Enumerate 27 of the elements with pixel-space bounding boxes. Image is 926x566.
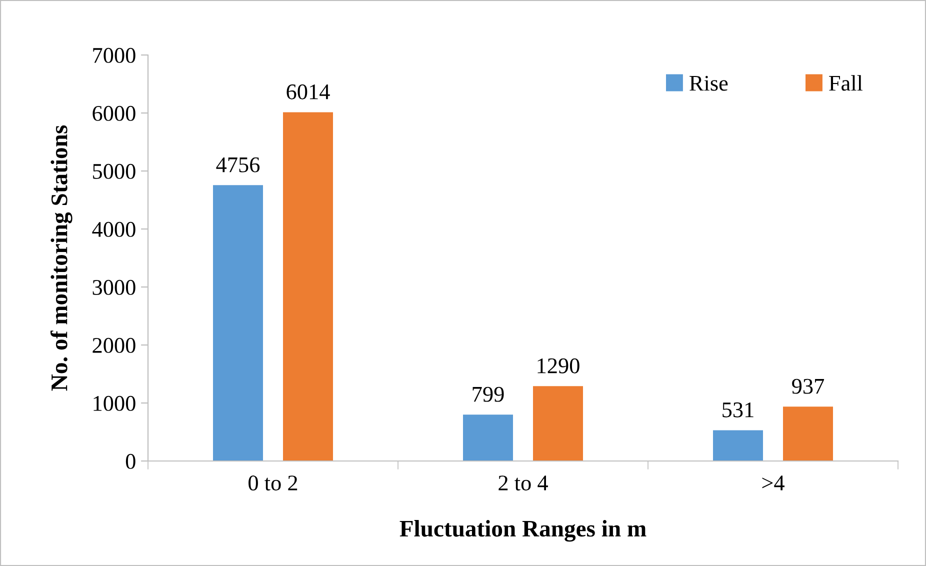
bar	[713, 430, 763, 461]
bar	[783, 406, 833, 461]
data-label: 531	[722, 402, 754, 418]
data-label: 4756	[216, 157, 260, 172]
bar	[533, 386, 583, 461]
data-label: 799	[472, 386, 504, 402]
y-tick-label: 3000	[92, 280, 136, 295]
bar	[283, 112, 333, 461]
data-label: 937	[792, 378, 824, 394]
x-tick-label: 2 to 4	[498, 476, 548, 491]
data-label: 1290	[538, 358, 580, 374]
y-tick-label: 2000	[92, 338, 136, 353]
x-tick-label: >4	[762, 476, 784, 490]
legend-label: Rise	[690, 76, 728, 91]
data-label: 6014	[286, 84, 330, 100]
y-tick-label: 0	[126, 454, 136, 469]
x-axis-title: Fluctuation Ranges in m	[400, 520, 646, 542]
bar	[463, 414, 513, 461]
y-tick-label: 5000	[93, 164, 136, 179]
legend-label: Fall	[829, 75, 863, 91]
y-tick-label: 6000	[92, 106, 136, 121]
y-tick-label: 1000	[94, 396, 136, 411]
y-tick-label: 4000	[92, 222, 136, 237]
x-tick-label: 0 to 2	[248, 476, 298, 491]
y-axis-title: No. of monitoring Stations	[50, 125, 72, 391]
y-tick-label: 7000	[93, 48, 136, 63]
bar	[213, 185, 263, 461]
